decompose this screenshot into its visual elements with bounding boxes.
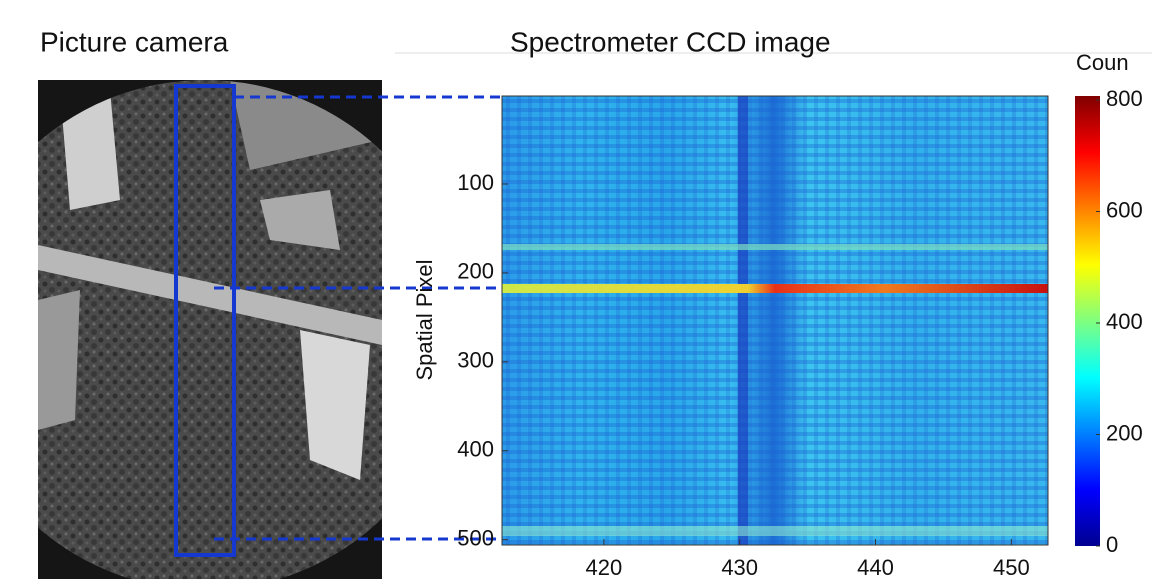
y-tick-label: 200: [457, 259, 494, 284]
y-tick-label: 300: [457, 348, 494, 373]
colorbar-tick-label: 800: [1106, 86, 1143, 111]
y-axis-label: Spatial Pixel: [412, 259, 437, 380]
x-tick-label: 420: [586, 555, 623, 579]
ccd-heatmap: [502, 96, 1048, 545]
colorbar-tick-label: 600: [1106, 197, 1143, 222]
aerial-image: [38, 80, 505, 579]
x-tick-label: 450: [993, 555, 1030, 579]
colorbar: [1075, 96, 1100, 546]
x-tick-label: 430: [721, 555, 758, 579]
colorbar-label: Coun: [1076, 50, 1129, 75]
colorbar-tick-label: 200: [1106, 420, 1143, 445]
right-title: Spectrometer CCD image: [510, 26, 831, 57]
left-title: Picture camera: [40, 26, 229, 57]
colorbar-tick-label: 400: [1106, 309, 1143, 334]
y-tick-label: 500: [457, 525, 494, 550]
y-tick-label: 100: [457, 170, 494, 195]
colorbar-tick-label: 0: [1106, 532, 1118, 557]
x-tick-label: 440: [857, 555, 894, 579]
y-tick-label: 400: [457, 437, 494, 462]
plot-frame: [501, 95, 1049, 546]
